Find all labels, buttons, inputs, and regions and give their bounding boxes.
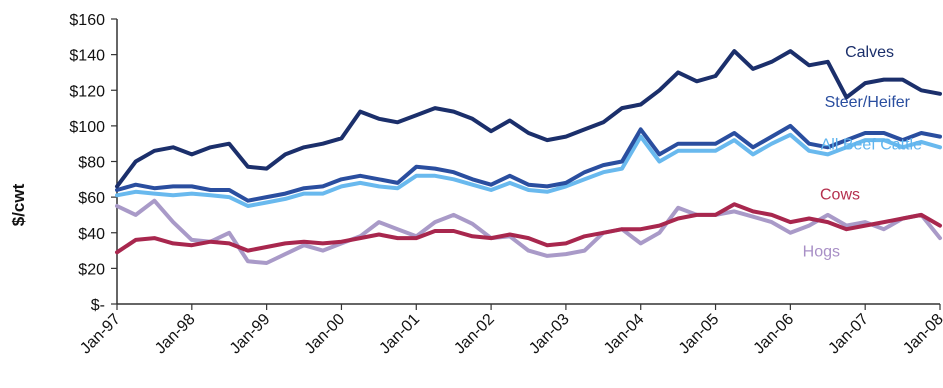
series-line-all-beef-cattle xyxy=(115,132,942,208)
x-tick-label: Jan-01 xyxy=(376,311,423,358)
series-line-steer-heifer xyxy=(115,123,942,203)
series-lines xyxy=(115,49,942,265)
y-tick-label: $60 xyxy=(78,190,105,207)
x-tick-label: Jan-04 xyxy=(601,311,648,358)
x-tick-label: Jan-98 xyxy=(152,311,199,358)
y-axis-label: $/cwt xyxy=(9,183,28,226)
y-tick-label: $120 xyxy=(69,83,105,100)
x-tick-label: Jan-97 xyxy=(77,311,124,358)
x-tick-label: Jan-00 xyxy=(302,311,349,358)
x-tick-label: Jan-08 xyxy=(900,311,943,358)
y-ticks: $- $20 $40 $60 $80 $100 $120 $140 $160 xyxy=(69,12,117,314)
series-line-hogs xyxy=(115,198,942,265)
x-tick-label: Jan-06 xyxy=(751,311,798,358)
series-line-calves xyxy=(115,49,942,189)
series-label-steer-heifer: Steer/Heifer xyxy=(825,94,911,111)
series-labels: Calves Steer/Heifer All Beef Cattle Cows Hog… xyxy=(803,44,922,261)
series-label-calves: Calves xyxy=(845,44,894,61)
series-label-cows: Cows xyxy=(820,187,860,204)
y-tick-label: $80 xyxy=(78,155,105,172)
y-tick-label: $160 xyxy=(69,12,105,29)
x-tick-label: Jan-07 xyxy=(825,311,872,358)
x-tick-label: Jan-99 xyxy=(227,311,274,358)
y-tick-label: $20 xyxy=(78,261,105,278)
x-tick-label: Jan-05 xyxy=(676,311,723,358)
y-tick-label: $40 xyxy=(78,226,105,243)
y-tick-label: $140 xyxy=(69,48,105,65)
series-label-hogs: Hogs xyxy=(803,244,840,261)
y-tick-label: $100 xyxy=(69,119,105,136)
x-ticks: Jan-97 Jan-98 Jan-99 Jan-00 Jan-01 Jan-02 Jan-… xyxy=(77,304,943,357)
y-tick-label: $- xyxy=(91,297,105,314)
series-label-all-beef-cattle: All Beef Cattle xyxy=(821,137,922,154)
y-axis-title: $/cwt xyxy=(9,183,28,226)
series-line-cows xyxy=(115,202,942,255)
x-tick-label: Jan-03 xyxy=(526,311,573,358)
x-tick-label: Jan-02 xyxy=(451,311,498,358)
